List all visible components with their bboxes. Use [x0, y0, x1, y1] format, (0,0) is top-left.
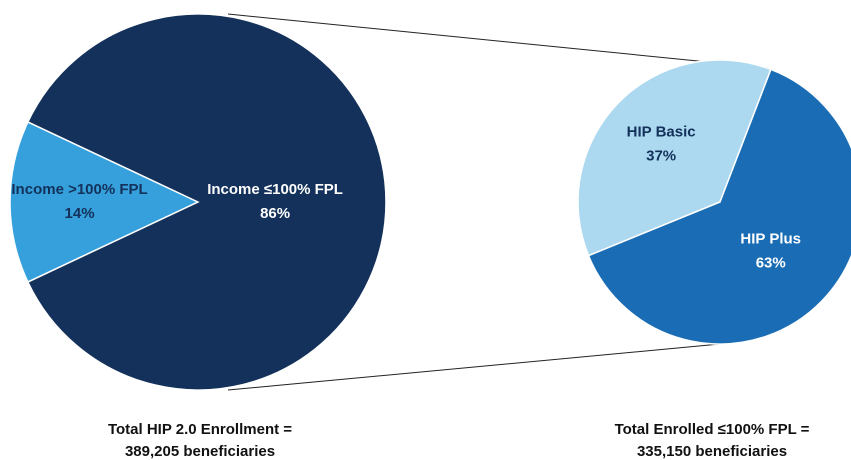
- slice-value-label: 86%: [260, 205, 290, 222]
- slice-label: Income >100% FPL: [11, 181, 147, 198]
- connector-top: [227, 13, 769, 69]
- slice-value-label: 63%: [756, 255, 786, 272]
- slice-label: HIP Plus: [740, 231, 801, 248]
- caption: Total HIP 2.0 Enrollment =: [108, 421, 292, 438]
- slice-value-label: 14%: [65, 205, 95, 222]
- pie-slice: [26, 13, 387, 391]
- connector-bottom: [227, 343, 721, 391]
- slice-label: Income ≤100% FPL: [207, 181, 343, 198]
- slice-value-label: 37%: [646, 147, 676, 164]
- pie-slice: [587, 68, 851, 345]
- caption: 335,150 beneficiaries: [637, 443, 787, 460]
- slice-label: HIP Basic: [627, 123, 696, 140]
- caption: Total Enrolled ≤100% FPL =: [615, 421, 810, 438]
- pie-slice: [9, 120, 200, 284]
- pie-slice: [577, 59, 772, 257]
- caption: 389,205 beneficiaries: [125, 443, 275, 460]
